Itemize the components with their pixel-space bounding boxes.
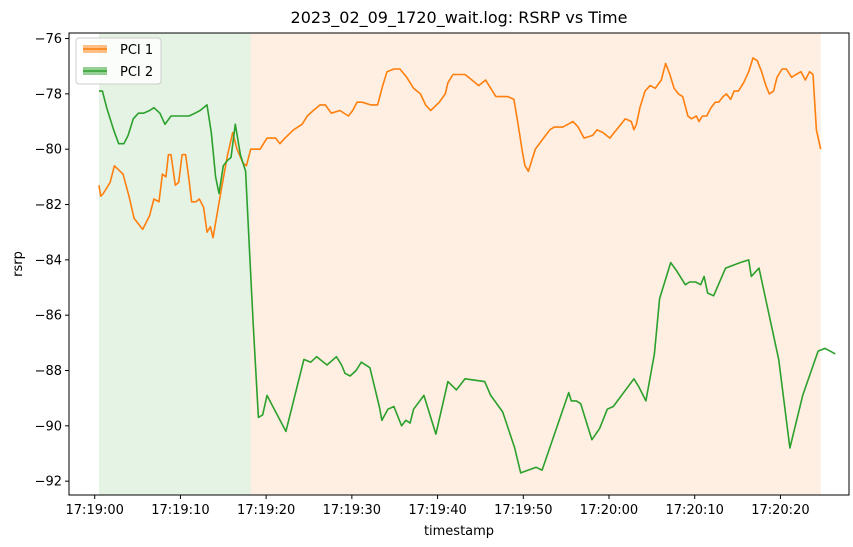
x-tick-label: 17:19:20 [237,503,295,518]
y-tick-label: −86 [35,309,62,324]
x-tick-label: 17:20:00 [580,503,638,518]
series-line-pci-2 [99,90,836,474]
x-axis-label: timestamp [424,524,494,539]
legend-label-pci-2: PCI 2 [120,65,153,80]
y-tick-label: −78 [35,87,62,102]
shaded-region-1 [99,33,251,495]
plot-frame [68,32,850,496]
x-tick-label: 17:19:10 [151,503,209,518]
y-tick-label: −92 [35,475,62,490]
x-tick-label: 17:20:20 [751,503,809,518]
x-tick-label: 17:20:10 [666,503,724,518]
chart-title: 2023_02_09_1720_wait.log: RSRP vs Time [291,8,628,28]
y-axis-label: rsrp [11,251,26,277]
y-tick-label: −82 [35,198,62,213]
legend: PCI 1 PCI 2 [75,37,162,85]
series-lines [98,57,836,474]
x-tick-label: 17:19:30 [323,503,381,518]
y-tick-label: −90 [35,419,62,434]
shaded-region-2 [250,33,821,495]
legend-label-pci-1: PCI 1 [120,43,153,58]
y-tick-label: −88 [35,364,62,379]
y-tick-label: −84 [35,253,62,268]
x-axis-ticks: 17:19:00 17:19:10 17:19:20 17:19:30 17:19:40… [66,495,810,518]
series-line-pci-1 [98,57,822,239]
y-axis-ticks: −92 −90 −88 −86 −84 −82 −80 −78 −76 [35,32,69,490]
y-tick-label: −76 [35,32,62,47]
shaded-regions [99,33,821,495]
x-tick-label: 17:19:50 [494,503,552,518]
y-tick-label: −80 [35,143,62,158]
x-tick-label: 17:19:00 [66,503,124,518]
x-tick-label: 17:19:40 [408,503,466,518]
